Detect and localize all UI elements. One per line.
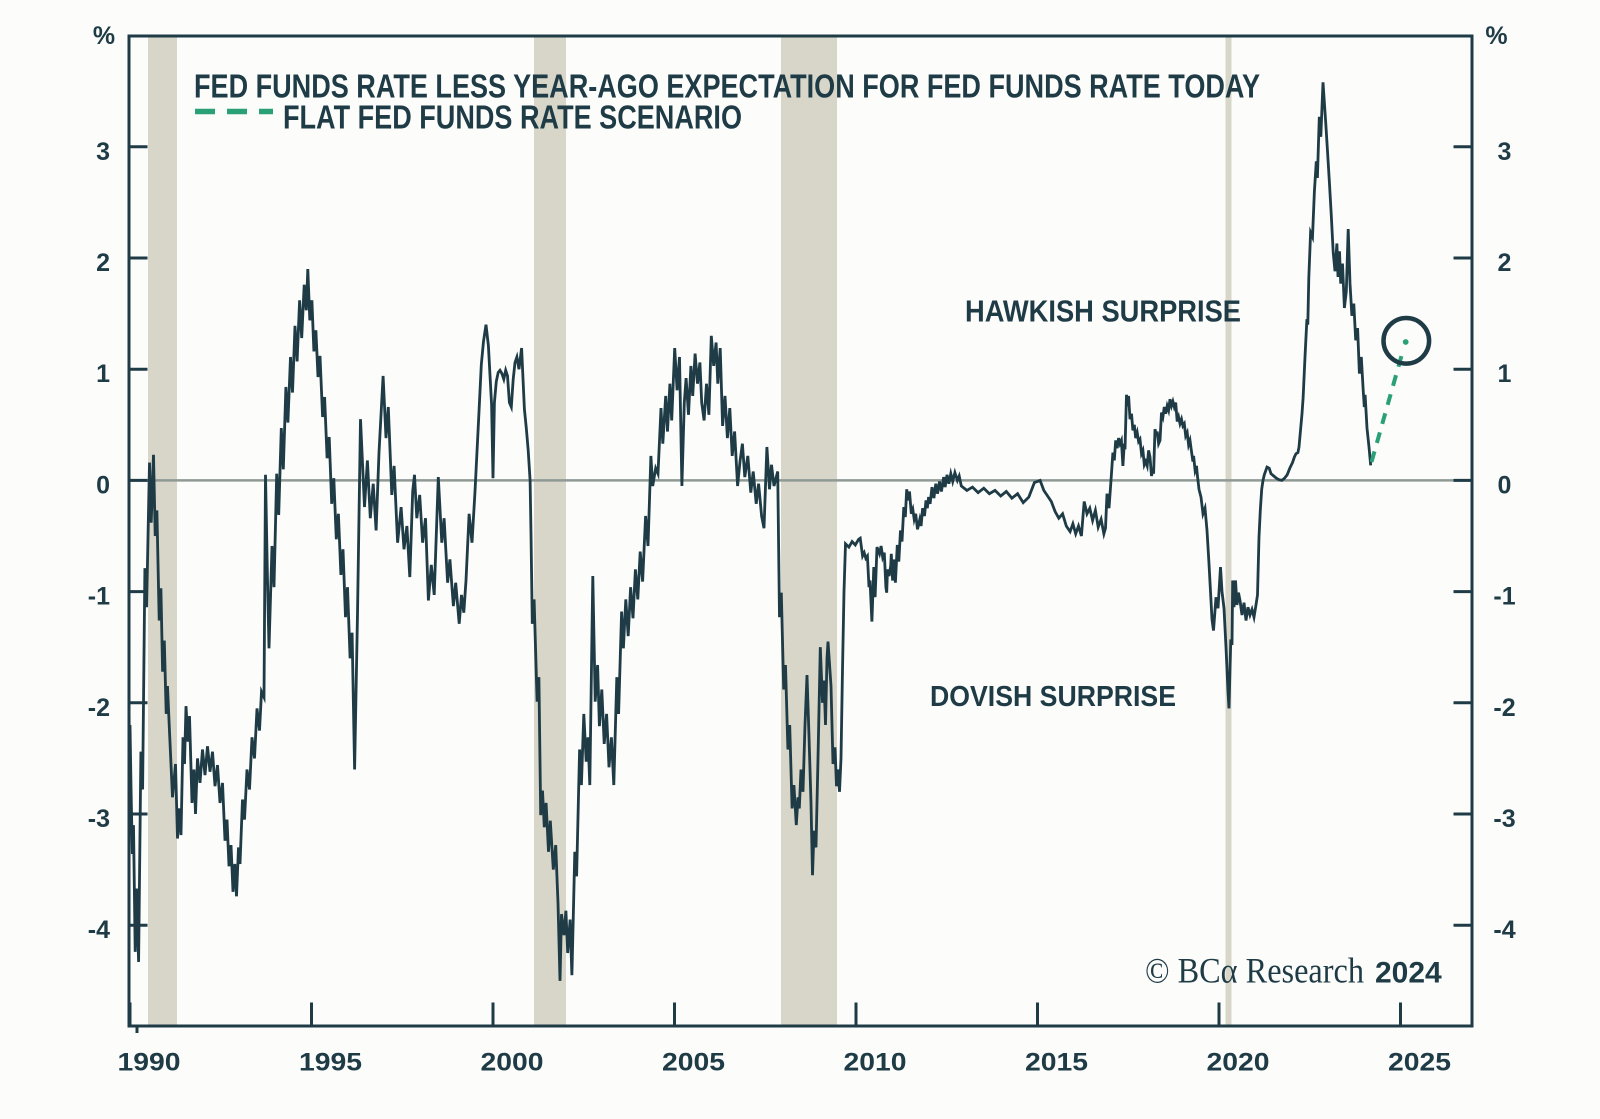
svg-text:1: 1: [1498, 360, 1512, 388]
svg-text:2000: 2000: [481, 1049, 544, 1077]
svg-text:2025: 2025: [1388, 1049, 1451, 1077]
svg-text:2: 2: [96, 249, 110, 277]
svg-text:1995: 1995: [299, 1049, 362, 1077]
svg-text:1: 1: [96, 360, 110, 388]
svg-text:3: 3: [96, 138, 110, 166]
svg-text:2020: 2020: [1207, 1049, 1270, 1077]
svg-text:0: 0: [96, 471, 110, 499]
svg-text:FLAT FED FUNDS RATE SCENARIO: FLAT FED FUNDS RATE SCENARIO: [283, 99, 742, 136]
svg-text:-2: -2: [1493, 694, 1515, 722]
svg-text:2010: 2010: [844, 1049, 907, 1077]
svg-text:1990: 1990: [118, 1049, 181, 1077]
svg-text:2024: 2024: [1375, 957, 1442, 990]
svg-text:%: %: [93, 22, 115, 50]
svg-text:-3: -3: [88, 805, 110, 833]
svg-text:HAWKISH SURPRISE: HAWKISH SURPRISE: [965, 294, 1241, 329]
svg-text:© BCα Research: © BCα Research: [1145, 951, 1364, 991]
svg-text:2: 2: [1498, 249, 1512, 277]
svg-text:-4: -4: [1493, 916, 1515, 944]
svg-text:3: 3: [1498, 138, 1512, 166]
svg-text:-1: -1: [1493, 583, 1515, 611]
svg-text:-3: -3: [1493, 805, 1515, 833]
svg-text:2015: 2015: [1025, 1049, 1088, 1077]
svg-text:0: 0: [1498, 471, 1512, 499]
svg-text:-4: -4: [88, 916, 110, 944]
svg-text:%: %: [1485, 22, 1507, 50]
svg-text:FED FUNDS RATE LESS YEAR-AGO E: FED FUNDS RATE LESS YEAR-AGO EXPECTATION…: [194, 68, 1260, 105]
svg-text:DOVISH SURPRISE: DOVISH SURPRISE: [930, 681, 1176, 713]
svg-text:-1: -1: [88, 583, 110, 611]
svg-text:2005: 2005: [662, 1049, 725, 1077]
svg-text:-2: -2: [88, 694, 110, 722]
